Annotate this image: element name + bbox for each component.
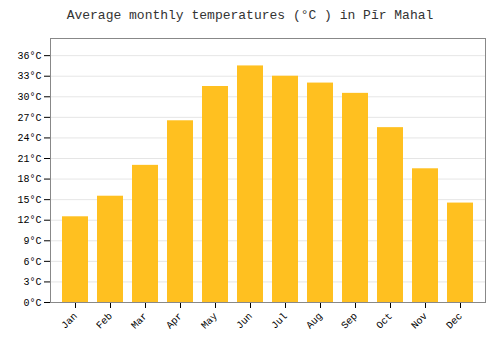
svg-text:Jan: Jan	[59, 311, 80, 332]
svg-text:Oct: Oct	[374, 311, 395, 332]
svg-text:May: May	[199, 311, 220, 332]
svg-text:Apr: Apr	[164, 311, 185, 332]
svg-text:18°C: 18°C	[17, 174, 41, 185]
svg-text:Nov: Nov	[409, 311, 430, 332]
svg-text:Feb: Feb	[94, 311, 115, 332]
svg-text:15°C: 15°C	[17, 195, 41, 206]
svg-text:Mar: Mar	[129, 311, 150, 332]
svg-text:33°C: 33°C	[17, 71, 41, 82]
html-text:Average monthly temperatures (: Average monthly temperatures (°C ) in Pī…	[66, 8, 434, 23]
svg-text:Jul: Jul	[269, 311, 290, 332]
svg-text:24°C: 24°C	[17, 133, 41, 144]
svg-text:Jun: Jun	[234, 311, 255, 332]
svg-text:36°C: 36°C	[17, 51, 41, 62]
svg-text:9°C: 9°C	[23, 236, 41, 247]
svg-text:27°C: 27°C	[17, 113, 41, 124]
svg-text:12°C: 12°C	[17, 215, 41, 226]
svg-text:Aug: Aug	[304, 311, 325, 332]
svg-text:30°C: 30°C	[17, 92, 41, 103]
svg-text:0°C: 0°C	[23, 298, 41, 309]
svg-text:3°C: 3°C	[23, 277, 41, 288]
svg-text:6°C: 6°C	[23, 257, 41, 268]
svg-text:21°C: 21°C	[17, 154, 41, 165]
svg-text:Sep: Sep	[339, 311, 360, 332]
svg-text:Dec: Dec	[444, 311, 465, 332]
